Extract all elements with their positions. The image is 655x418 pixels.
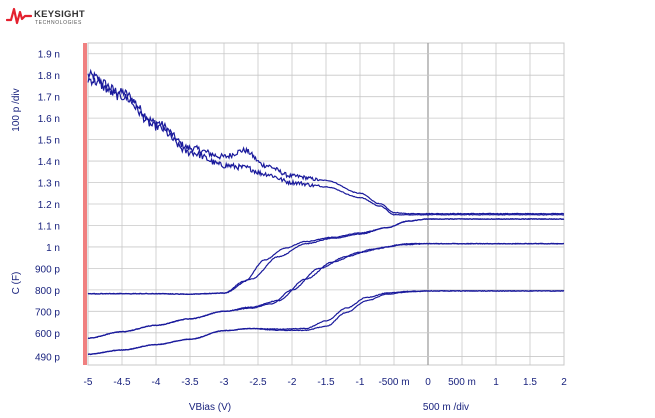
keysight-wave-icon	[5, 7, 33, 25]
plot-traces	[87, 68, 565, 356]
x-tick-label: -4	[152, 377, 161, 388]
x-tick-labels: -5 -4.5 -4 -3.5 -3 -2.5 -2 -1.5 -1 -500 m 0 500 m 1 1…	[84, 377, 568, 388]
x-scale-label: 500 m /div	[423, 402, 469, 413]
cv-trace	[87, 76, 564, 216]
y-axis-label: C (F)	[11, 272, 22, 295]
cv-trace	[87, 218, 565, 296]
y-scale-label: 100 p /div	[11, 88, 22, 131]
y-tick-label: 1.4 n	[38, 157, 60, 168]
cv-trace	[87, 289, 565, 356]
x-tick-label: 0	[425, 377, 431, 388]
y-tick-label: 1.9 n	[38, 50, 60, 61]
y-tick-label: 1.3 n	[38, 179, 60, 190]
x-tick-label: -3.5	[181, 377, 199, 388]
x-tick-label: -2.5	[249, 377, 267, 388]
y-tick-label: 900 p	[35, 264, 60, 275]
marker-bar[interactable]	[83, 43, 87, 365]
x-tick-label: -3	[220, 377, 229, 388]
x-tick-label: 2	[561, 377, 567, 388]
y-tick-label: 1.2 n	[38, 200, 60, 211]
x-tick-label: 1.5	[523, 377, 537, 388]
y-tick-labels: 1.9 n 1.8 n 1.7 n 1.6 n 1.5 n 1.4 n 1.3 n 1.2 n…	[35, 50, 60, 364]
x-tick-label: -5	[84, 377, 93, 388]
y-tick-label: 1.6 n	[38, 114, 60, 125]
y-tick-label: 1.8 n	[38, 71, 60, 82]
y-tick-label: 1.5 n	[38, 136, 60, 147]
y-tick-label: 600 p	[35, 329, 60, 340]
x-tick-label: 500 m	[448, 377, 476, 388]
x-tick-label: -500 m	[378, 377, 409, 388]
x-tick-label: -2	[288, 377, 297, 388]
x-axis-label: VBias (V)	[189, 402, 231, 413]
y-tick-label: 700 p	[35, 307, 60, 318]
y-tick-label: 800 p	[35, 286, 60, 297]
cv-trace	[87, 68, 565, 215]
y-tick-label: 1 n	[46, 243, 60, 254]
cv-trace	[87, 242, 564, 339]
brand-subtitle: TECHNOLOGIES	[35, 20, 82, 26]
x-tick-label: -4.5	[113, 377, 131, 388]
x-tick-label: -1	[356, 377, 365, 388]
brand-name: KEYSIGHT	[34, 9, 85, 20]
y-tick-label: 1.1 n	[38, 221, 60, 232]
plot-grid	[87, 42, 565, 366]
x-tick-label: 1	[493, 377, 499, 388]
x-tick-label: -1.5	[317, 377, 335, 388]
keysight-logo: KEYSIGHT TECHNOLOGIES	[5, 6, 96, 28]
y-tick-label: 1.7 n	[38, 93, 60, 104]
y-tick-label: 490 p	[35, 352, 60, 363]
